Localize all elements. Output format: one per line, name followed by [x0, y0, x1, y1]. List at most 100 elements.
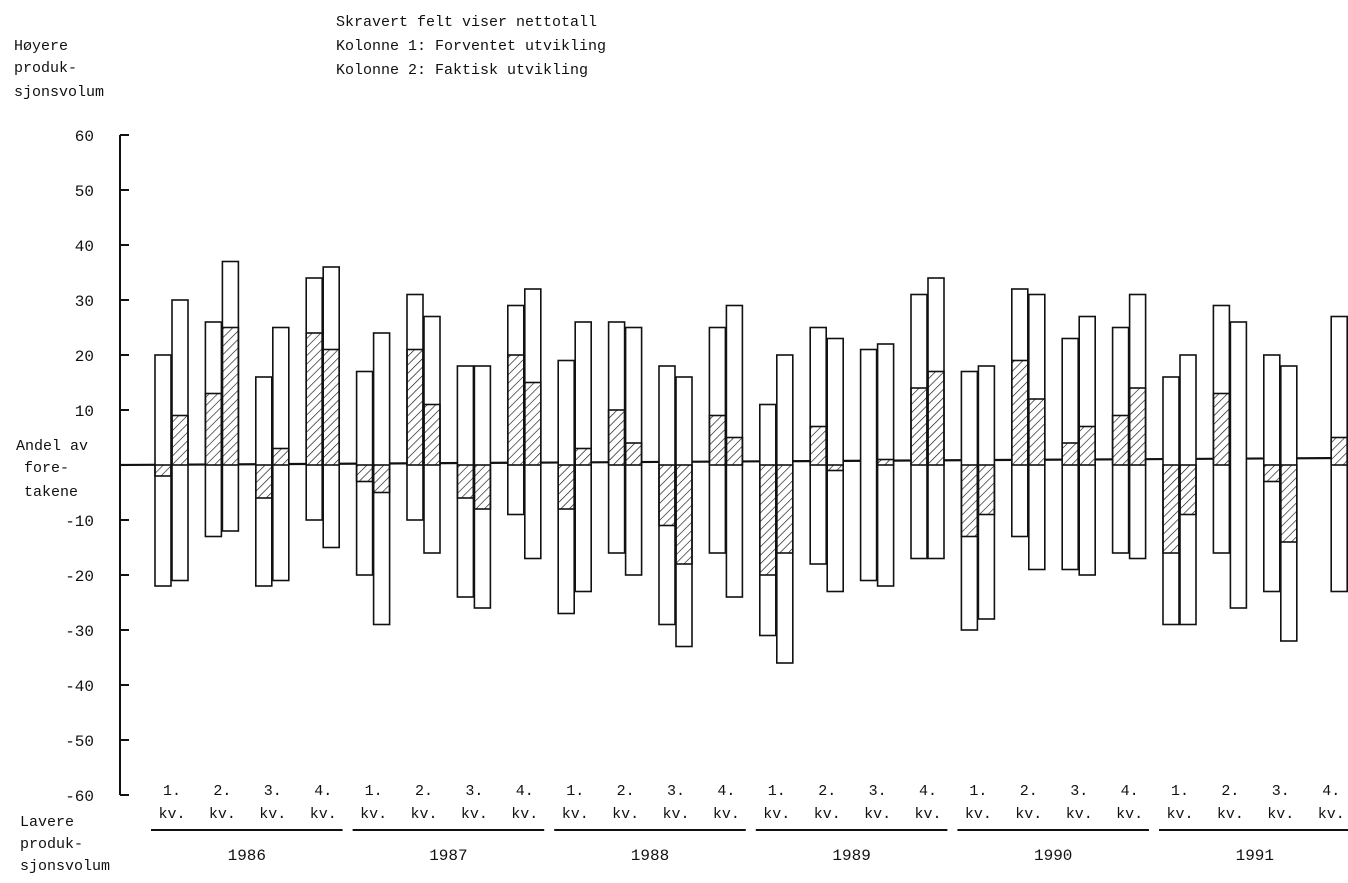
quarter-number-label: 4. [314, 783, 332, 800]
quarter-kv-label: kv. [965, 806, 992, 823]
quarter-kv-label: kv. [1166, 806, 1193, 823]
quarter-4-actual-column [322, 266, 341, 549]
quarter-1-expected-column [154, 354, 172, 587]
net-bar [708, 414, 727, 466]
y-tick-label: 40 [75, 238, 94, 256]
quarter-3-actual-column [271, 326, 290, 582]
year-label: 1986 [228, 847, 266, 865]
quarter-number-label: 2. [1221, 783, 1239, 800]
quarter-number-label: 3. [465, 783, 483, 800]
middle-label-line-2: fore- [24, 460, 69, 477]
quarter-number-label: 1. [1171, 783, 1189, 800]
quarter-kv-label: kv. [461, 806, 488, 823]
quarter-kv-label: kv. [158, 806, 185, 823]
net-bar [154, 464, 172, 477]
quarter-kv-label: kv. [1217, 806, 1244, 823]
quarter-19-expected-column [1061, 337, 1079, 571]
net-bar [624, 442, 643, 466]
quarter-kv-label: kv. [814, 806, 841, 823]
quarter-2-actual-column [221, 260, 240, 532]
quarter-6-expected-column [406, 293, 424, 521]
bottom-label-line-1: Lavere [20, 814, 74, 831]
quarter-17-expected-column [960, 370, 979, 631]
year-label: 1990 [1034, 847, 1072, 865]
net-bar [1280, 464, 1298, 543]
quarter-8-expected-column [506, 304, 525, 516]
quarter-8-actual-column [523, 288, 542, 560]
quarter-6-actual-column [423, 315, 441, 554]
net-bar [372, 464, 391, 494]
quarter-kv-label: kv. [209, 806, 236, 823]
bottom-label-line-2: produk- [20, 836, 83, 853]
quarter-number-label: 3. [1272, 783, 1290, 800]
net-bar [1179, 464, 1197, 516]
net-bar [355, 464, 374, 483]
quarter-kv-label: kv. [562, 806, 589, 823]
net-bar [204, 392, 223, 466]
quarter-kv-label: kv. [360, 806, 387, 823]
year-label: 1989 [832, 847, 870, 865]
quarter-number-label: 2. [1020, 783, 1038, 800]
quarter-kv-label: kv. [864, 806, 891, 823]
net-bar [171, 414, 189, 466]
y-tick-label: -30 [65, 623, 94, 641]
quarter-number-label: 2. [617, 783, 635, 800]
quarter-number-label: 3. [667, 783, 685, 800]
net-bar [1078, 425, 1096, 466]
quarter-13-actual-column [775, 354, 794, 664]
y-tick-label: -10 [65, 513, 94, 531]
quarter-10-actual-column [624, 326, 643, 576]
net-bar [910, 387, 928, 466]
quarter-20-expected-column [1111, 326, 1130, 554]
y-axis-middle-label: Andel av fore- takene [16, 438, 88, 501]
quarter-23-actual-column [1280, 365, 1298, 642]
net-bar [809, 425, 828, 466]
x-axis-labels: 1. kv. 2. kv. 3. kv. 4. kv. 1. kv. 2. kv. 3. kv. 4. kv.… [151, 783, 1348, 865]
quarter-number-label: 1. [163, 783, 181, 800]
quarter-20-actual-column [1128, 293, 1147, 560]
quarter-kv-label: kv. [612, 806, 639, 823]
quarter-22-actual-column [1229, 321, 1248, 609]
y-tick-label: 60 [75, 128, 94, 146]
year-label: 1988 [631, 847, 669, 865]
y-tick-label: -40 [65, 678, 94, 696]
quarter-kv-label: kv. [662, 806, 689, 823]
quarter-23-expected-column [1263, 354, 1281, 593]
bottom-label-line-3: sjonsvolum [20, 858, 110, 875]
net-bar [607, 409, 626, 466]
range-bar [859, 348, 878, 582]
net-bar [1061, 442, 1079, 466]
quarter-kv-label: kv. [1116, 806, 1143, 823]
net-bar [927, 370, 945, 466]
quarter-number-label: 2. [213, 783, 231, 800]
y-tick-label: -20 [65, 568, 94, 586]
quarter-number-label: 3. [869, 783, 887, 800]
net-bar [322, 348, 341, 466]
y-tick-label: 30 [75, 293, 94, 311]
net-bar [506, 354, 525, 466]
quarter-kv-label: kv. [259, 806, 286, 823]
range-bar [1229, 321, 1248, 609]
quarter-9-expected-column [557, 359, 576, 615]
net-bar [574, 447, 593, 466]
net-bar [826, 464, 845, 472]
quarter-7-actual-column [473, 365, 492, 609]
quarter-5-actual-column [372, 332, 391, 626]
quarter-number-label: 1. [365, 783, 383, 800]
middle-label-line-1: Andel av [16, 438, 88, 455]
year-label: 1987 [429, 847, 467, 865]
net-bar [775, 464, 794, 554]
quarter-16-expected-column [910, 293, 928, 560]
quarter-kv-label: kv. [914, 806, 941, 823]
net-bar [255, 464, 273, 499]
net-bar [675, 464, 693, 565]
net-bar [876, 458, 895, 466]
quarter-number-label: 4. [1322, 783, 1340, 800]
quarter-number-label: 1. [566, 783, 584, 800]
quarter-11-actual-column [675, 376, 693, 648]
quarter-number-label: 4. [717, 783, 735, 800]
quarter-21-expected-column [1162, 376, 1180, 626]
middle-label-line-3: takene [24, 484, 78, 501]
quarter-18-expected-column [1010, 288, 1029, 538]
quarter-kv-label: kv. [763, 806, 790, 823]
